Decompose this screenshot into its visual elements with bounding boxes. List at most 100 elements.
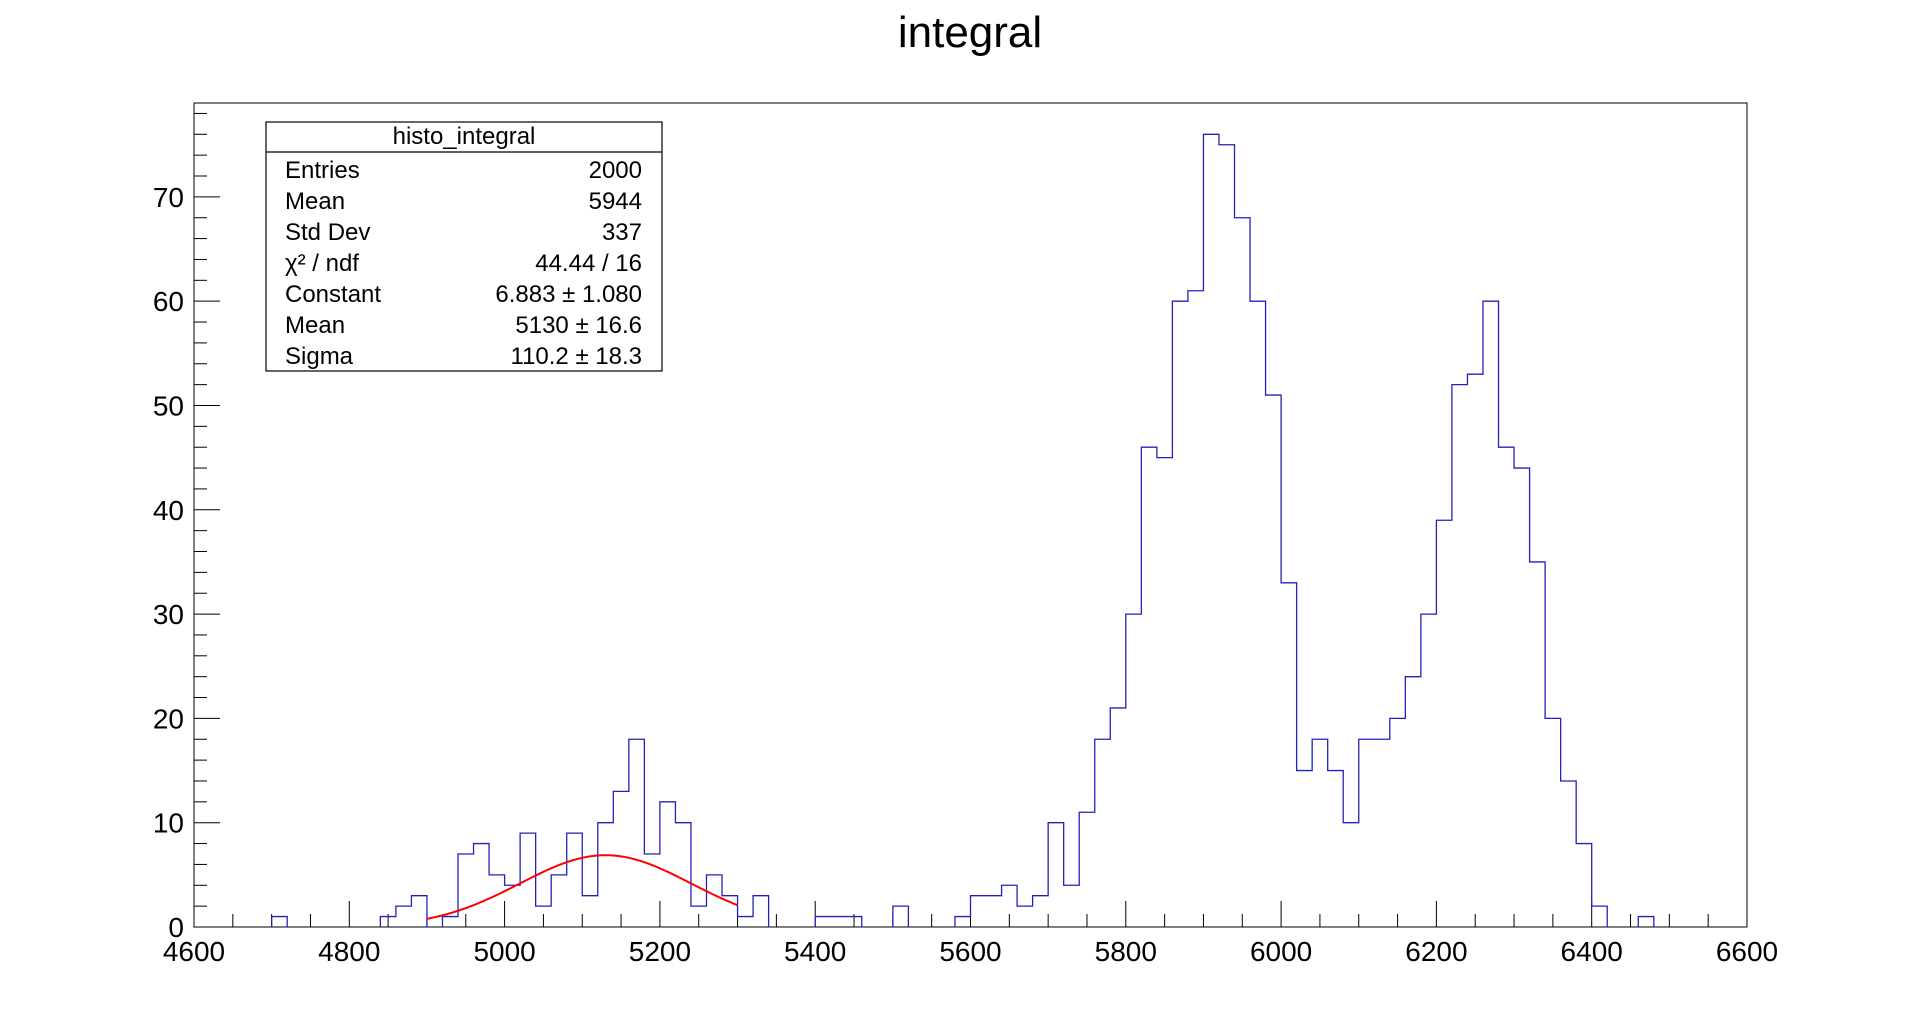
- histogram-bin: [1203, 134, 1219, 927]
- histogram-bin: [1328, 771, 1344, 927]
- stats-row-label: Entries: [285, 157, 360, 184]
- histogram-bin: [272, 917, 288, 927]
- histogram-bin: [613, 791, 629, 927]
- stats-box-frame: [265, 121, 663, 372]
- histogram-bin: [505, 885, 521, 927]
- x-tick-label: 6600: [1716, 936, 1778, 967]
- histogram-bin: [1530, 562, 1546, 927]
- histogram-outline: [271, 133, 1655, 927]
- histogram-bin: [753, 896, 769, 927]
- stats-row-value: 110.2 ± 18.3: [511, 343, 643, 370]
- histogram-bin: [1064, 885, 1080, 927]
- histogram-bin: [1467, 374, 1483, 927]
- x-tick-label: 6000: [1250, 936, 1312, 967]
- histogram-bin: [1545, 718, 1561, 927]
- histogram-bin: [1390, 718, 1406, 927]
- x-tick-label: 5800: [1095, 936, 1157, 967]
- x-axis: 4600 4800 5000 5200 5400 5600 5800 6000 6200 6400…: [163, 901, 1778, 967]
- histogram-bin: [660, 802, 676, 927]
- stats-row-value: 6.883 ± 1.080: [495, 281, 642, 308]
- histogram-bin: [1436, 520, 1452, 927]
- histogram-bin: [1359, 739, 1375, 927]
- histogram-bin: [1576, 844, 1592, 927]
- stats-row-label: Sigma: [285, 343, 354, 370]
- x-tick-label: 5600: [939, 936, 1001, 967]
- histogram-bin: [1141, 447, 1157, 927]
- histogram-bin: [489, 875, 505, 927]
- histogram-bin: [1638, 917, 1654, 927]
- x-tick-label: 6400: [1561, 936, 1623, 967]
- histogram-bin: [971, 896, 987, 927]
- histogram-bin: [1172, 301, 1188, 927]
- histogram-bin: [1157, 458, 1173, 927]
- histogram-bin: [1343, 823, 1359, 927]
- stats-box-title: histo_integral: [393, 123, 536, 150]
- y-axis: 0 10 20 30 40 50 60 70: [153, 112, 220, 943]
- histogram-bin: [551, 875, 567, 927]
- histogram-bin: [893, 906, 909, 927]
- stats-row-value: 337: [602, 219, 642, 246]
- y-tick-label: 20: [153, 703, 184, 734]
- histogram-bin: [1374, 739, 1390, 927]
- histogram-bin: [1126, 614, 1142, 927]
- y-tick-label: 10: [153, 808, 184, 839]
- x-tick-label: 5000: [473, 936, 535, 967]
- histogram-bin: [1110, 708, 1126, 927]
- stats-row-value: 5130 ± 16.6: [515, 312, 642, 339]
- histogram-bin: [1514, 468, 1530, 927]
- x-tick-label: 5400: [784, 936, 846, 967]
- histogram-bin: [1235, 218, 1251, 927]
- histogram-bin: [396, 906, 412, 927]
- stats-row-value: 5944: [589, 188, 642, 215]
- chart-title: integral: [898, 8, 1042, 57]
- histogram-bin: [1483, 301, 1499, 927]
- stats-row-label: χ² / ndf: [285, 250, 359, 277]
- histogram-bin: [411, 896, 427, 927]
- histogram-bin: [738, 917, 754, 927]
- y-tick-label: 30: [153, 599, 184, 630]
- histogram-bin: [1250, 301, 1266, 927]
- stats-row-value: 44.44 / 16: [535, 250, 642, 277]
- histogram-bin: [1421, 614, 1437, 927]
- histogram-bin: [1499, 447, 1515, 927]
- y-tick-label: 70: [153, 182, 184, 213]
- histogram-bin: [675, 823, 691, 927]
- stats-box: histo_integral Entries 2000 Mean 5944 Std De…: [265, 121, 663, 372]
- histogram-bin: [831, 917, 847, 927]
- y-tick-label: 50: [153, 390, 184, 421]
- x-tick-label: 5200: [629, 936, 691, 967]
- stats-rows: Entries 2000 Mean 5944 Std Dev 337 χ² / ndf 44.…: [285, 157, 642, 370]
- histogram-bin: [1312, 739, 1328, 927]
- x-tick-label: 6200: [1405, 936, 1467, 967]
- histogram-bin: [442, 917, 458, 927]
- histogram-bin: [598, 823, 614, 927]
- stats-row-label: Mean: [285, 312, 345, 339]
- stats-row-value: 2000: [589, 157, 642, 184]
- histogram-bin: [815, 917, 831, 927]
- x-tick-label: 4600: [163, 936, 225, 967]
- stats-row-label: Constant: [285, 281, 381, 308]
- histogram-bin: [567, 833, 583, 927]
- histogram-bin: [706, 875, 722, 927]
- histogram-bin: [1033, 896, 1049, 927]
- y-tick-label: 0: [168, 912, 184, 943]
- stats-row-label: Mean: [285, 188, 345, 215]
- histogram-bin: [1095, 739, 1111, 927]
- gaussian-fit-curve: [426, 854, 738, 920]
- histogram-bin: [1188, 291, 1204, 927]
- histogram-bin: [1017, 906, 1033, 927]
- histogram-bin: [1281, 583, 1297, 927]
- histogram-bin: [474, 844, 490, 927]
- histogram-bin: [1048, 823, 1064, 927]
- y-tick-label: 60: [153, 286, 184, 317]
- histogram-bin: [1405, 677, 1421, 927]
- stats-row-label: Std Dev: [285, 219, 370, 246]
- histogram-bin: [1079, 812, 1095, 927]
- histogram-bin: [1592, 906, 1608, 927]
- histogram-bin: [986, 896, 1002, 927]
- histogram-bin: [1297, 771, 1313, 927]
- histogram-bin: [1266, 395, 1282, 927]
- x-tick-label: 4800: [318, 936, 380, 967]
